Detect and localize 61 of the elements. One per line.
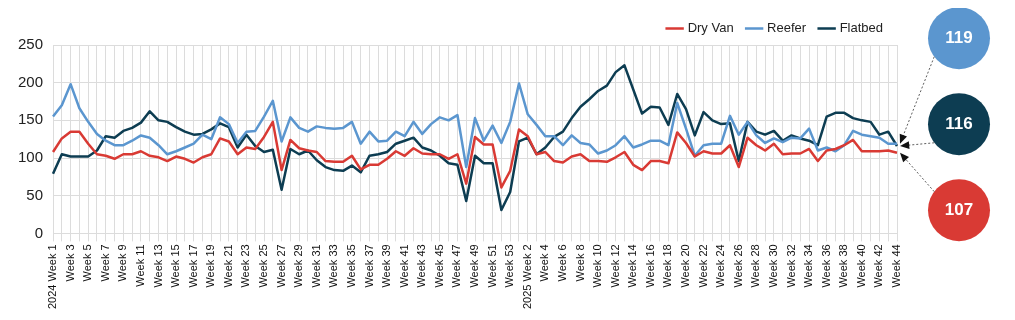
- x-tick-label: Week 18: [661, 244, 674, 288]
- x-tick-label: Week 47: [450, 244, 463, 288]
- legend-label: Dry Van: [687, 20, 734, 36]
- x-tick-label: Week 34: [802, 244, 815, 288]
- annotation: 107: [944, 199, 974, 219]
- x-tick-label: Week 38: [837, 244, 850, 288]
- x-tick-label: Week 17: [186, 244, 199, 288]
- legend-label: Flatbed: [839, 20, 884, 36]
- x-tick-label: 2025 Week 2: [520, 244, 533, 310]
- x-tick-label: Week 30: [766, 244, 779, 288]
- y-tick-label: 250: [18, 35, 44, 53]
- x-tick-label: Week 51: [485, 244, 498, 288]
- x-tick-label: Week 4: [538, 244, 551, 282]
- x-tick-label: Week 28: [749, 244, 762, 288]
- x-tick-label: Week 6: [555, 244, 568, 282]
- x-tick-label: Week 32: [784, 244, 797, 288]
- x-tick-label: Week 9: [116, 244, 129, 282]
- x-tick-label: Week 21: [221, 244, 234, 288]
- x-tick-label: Week 15: [169, 244, 182, 288]
- x-tick-label: Week 37: [362, 244, 375, 288]
- x-tick-label: Week 44: [890, 244, 903, 288]
- x-tick-label: Week 8: [573, 244, 586, 282]
- x-tick-label: Week 41: [397, 244, 410, 288]
- annotation: 119: [945, 27, 973, 47]
- annotation: 116: [945, 113, 973, 133]
- y-tick-label: 0: [34, 223, 44, 241]
- x-tick-label: Week 23: [239, 244, 252, 288]
- x-tick-label: Week 29: [292, 244, 305, 288]
- x-tick-label: Week 12: [608, 244, 621, 288]
- y-tick-label: 100: [18, 148, 44, 166]
- x-tick-label: Week 45: [432, 244, 445, 288]
- x-tick-label: Week 25: [257, 244, 270, 288]
- x-tick-label: Week 5: [81, 244, 94, 282]
- x-tick-label: Week 13: [151, 244, 164, 288]
- y-tick-label: 150: [18, 110, 44, 128]
- x-tick-label: Week 11: [133, 244, 146, 287]
- x-tick-label: Week 42: [872, 244, 885, 288]
- x-tick-label: Week 39: [380, 244, 393, 288]
- x-tick-label: Week 7: [98, 244, 111, 282]
- x-tick-label: Week 26: [731, 244, 744, 288]
- x-tick-label: Week 43: [415, 244, 428, 288]
- x-tick-label: Week 53: [503, 244, 516, 288]
- x-tick-label: Week 33: [327, 244, 340, 288]
- x-tick-label: Week 22: [696, 244, 709, 288]
- x-tick-label: Week 20: [679, 244, 692, 288]
- x-tick-label: 2024 Week 1: [46, 244, 59, 310]
- x-tick-label: Week 49: [468, 244, 481, 288]
- x-tick-label: Week 27: [274, 244, 287, 288]
- x-tick-label: Week 35: [344, 244, 357, 288]
- x-tick-label: Week 10: [591, 244, 604, 288]
- x-tick-label: Week 16: [643, 244, 656, 288]
- y-tick-label: 50: [26, 185, 44, 203]
- x-tick-label: Week 19: [204, 244, 217, 288]
- y-tick-label: 200: [18, 72, 44, 90]
- x-tick-label: Week 14: [626, 244, 639, 288]
- x-tick-label: Week 3: [63, 244, 76, 282]
- x-tick-label: Week 24: [714, 244, 727, 288]
- x-tick-label: Week 31: [309, 244, 322, 288]
- legend-label: Reefer: [767, 20, 807, 36]
- x-tick-label: Week 36: [819, 244, 832, 288]
- x-tick-label: Week 40: [854, 244, 867, 288]
